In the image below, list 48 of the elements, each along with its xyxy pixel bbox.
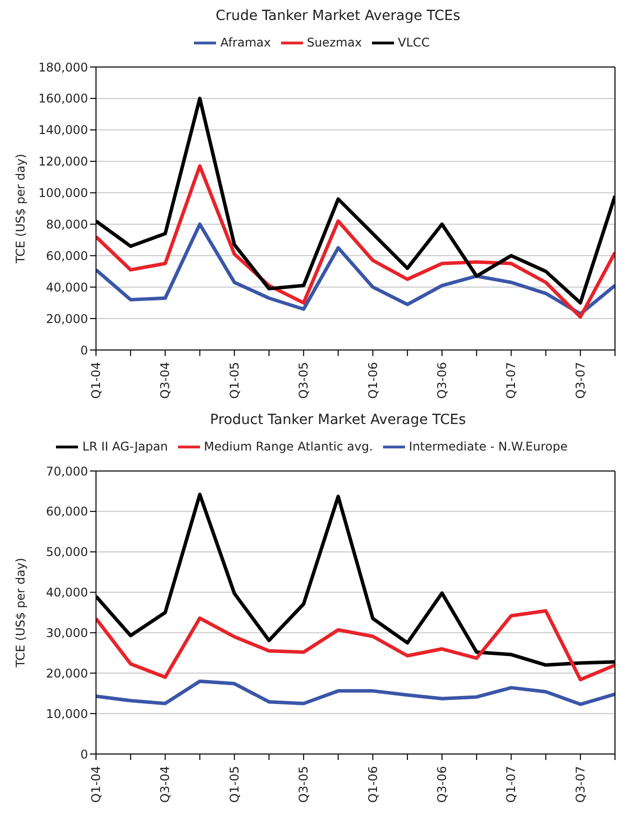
- legend-label: VLCC: [398, 35, 430, 50]
- chart-title: Product Tanker Market Average TCEs: [209, 412, 467, 428]
- y-tick-label: 20,000: [46, 312, 88, 326]
- x-tick-label: Q1-05: [227, 362, 242, 399]
- y-tick-label: 80,000: [46, 217, 88, 232]
- legend-label: Medium Range Atlantic avg.: [204, 439, 373, 454]
- y-tick-label: 50,000: [46, 545, 88, 560]
- y-tick-label: 140,000: [38, 123, 88, 138]
- y-axis-title: TCE (US$ per day): [13, 558, 28, 668]
- x-tick-label: Q3-05: [296, 362, 311, 399]
- x-tick-label: Q3-06: [435, 766, 449, 803]
- y-tick-label: 70,000: [46, 464, 88, 478]
- chart-title: Crude Tanker Market Average TCEs: [214, 8, 462, 24]
- y-tick-label: 20,000: [46, 666, 88, 680]
- x-tick-label: Q1-05: [227, 766, 242, 803]
- x-tick-label: Q3-04: [158, 362, 172, 399]
- line-series: [96, 679, 615, 706]
- y-tick-label: 60,000: [46, 504, 88, 519]
- x-tick-label: Q3-07: [573, 362, 588, 399]
- x-tick-label: Q1-04: [89, 766, 103, 803]
- x-tick-label: Q1-06: [366, 362, 380, 399]
- line-series: [96, 164, 615, 319]
- y-tick-label: 0: [80, 343, 88, 358]
- line-series: [96, 609, 615, 682]
- x-tick-label: Q1-04: [89, 362, 103, 399]
- y-tick-label: 100,000: [38, 186, 88, 200]
- legend-label: Aframax: [220, 35, 271, 50]
- y-tick-label: 10,000: [46, 706, 88, 721]
- x-tick-label: Q1-06: [366, 766, 380, 803]
- y-tick-label: 60,000: [46, 248, 88, 263]
- y-axis-title: TCE (US$ per day): [13, 154, 28, 264]
- legend-label: Suezmax: [306, 35, 362, 50]
- y-tick-label: 30,000: [46, 626, 88, 640]
- y-tick-label: 0: [80, 747, 88, 762]
- y-tick-label: 40,000: [46, 280, 88, 294]
- x-tick-label: Q1-07: [504, 362, 518, 399]
- y-tick-label: 40,000: [46, 586, 88, 600]
- legend-label: Intermediate - N.W.Europe: [408, 439, 568, 454]
- x-tick-label: Q3-06: [435, 362, 449, 399]
- y-tick-label: 180,000: [38, 60, 88, 74]
- x-tick-label: Q3-05: [296, 766, 311, 803]
- y-tick-label: 160,000: [38, 92, 88, 106]
- x-tick-label: Q3-07: [573, 766, 588, 803]
- x-tick-label: Q3-04: [158, 766, 172, 803]
- y-tick-label: 120,000: [38, 154, 88, 169]
- x-tick-label: Q1-07: [504, 766, 518, 803]
- legend-label: LR II AG-Japan: [82, 439, 168, 454]
- line-series: [96, 222, 615, 316]
